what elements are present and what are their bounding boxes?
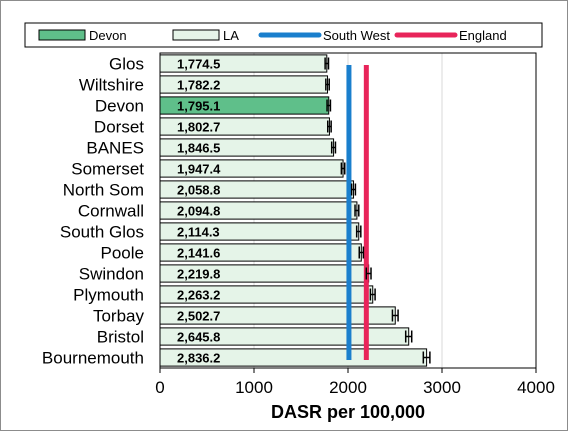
value-label-torbay: 2,502.7 [177, 309, 220, 324]
error-bar-torbay [391, 309, 399, 322]
legend-label-la: LA [223, 28, 239, 43]
reference-lines [346, 65, 369, 360]
category-label-plymouth: Plymouth [73, 286, 144, 305]
value-label-dorset: 1,802.7 [177, 120, 220, 135]
value-label-somerset: 1,947.4 [177, 162, 221, 177]
error-bar-devon [326, 99, 332, 112]
value-label-bristol: 2,645.8 [177, 330, 220, 345]
error-bar-cornwall [354, 204, 360, 217]
error-bar-north-som [350, 183, 357, 196]
category-label-cornwall: Cornwall [78, 202, 144, 221]
legend-swatch-devon [38, 29, 86, 41]
category-label-wiltshire: Wiltshire [79, 76, 144, 95]
legend-item-devon: Devon [38, 28, 127, 43]
x-tick-label-0: 0 [155, 378, 164, 397]
error-bar-wiltshire [325, 78, 330, 91]
category-label-bristol: Bristol [97, 328, 144, 347]
error-bar-glos [324, 57, 330, 70]
legend-item-england: England [394, 28, 507, 43]
x-tick-label-3000: 3000 [423, 378, 461, 397]
legend-label-england: England [459, 28, 507, 43]
category-label-somerset: Somerset [71, 160, 144, 179]
value-label-devon: 1,795.1 [177, 99, 220, 114]
value-label-cornwall: 2,094.8 [177, 204, 220, 219]
value-label-poole: 2,141.6 [177, 246, 220, 261]
x-axis-ticks: 0 1000 2000 3000 4000 [155, 368, 555, 397]
value-label-plymouth: 2,263.2 [177, 288, 220, 303]
x-tick-label-2000: 2000 [329, 378, 367, 397]
value-label-bournemouth: 2,836.2 [177, 351, 220, 366]
error-bar-banes [330, 141, 337, 154]
legend-label-devon: Devon [89, 28, 127, 43]
error-bar-dorset [327, 120, 332, 133]
value-label-glos: 1,774.5 [177, 57, 220, 72]
legend-item-la: LA [172, 28, 239, 43]
category-label-banes: BANES [86, 139, 144, 158]
error-bar-bournemouth [422, 351, 431, 364]
value-label-banes: 1,846.5 [177, 141, 220, 156]
error-bar-bristol [404, 330, 413, 343]
value-label-south-glos: 2,114.3 [177, 225, 220, 240]
legend: Devon LA South West England [24, 22, 543, 48]
category-label-bournemouth: Bournemouth [42, 349, 144, 368]
x-tick-label-4000: 4000 [517, 378, 555, 397]
error-bar-south-glos [355, 225, 362, 238]
error-bar-poole [358, 246, 365, 259]
category-label-swindon: Swindon [79, 265, 144, 284]
category-labels: Glos Wiltshire Devon Dorset BANES Somerset Nor… [42, 55, 145, 368]
category-label-south-glos: South Glos [60, 223, 144, 242]
value-label-swindon: 2,219.8 [177, 267, 220, 282]
error-bar-plymouth [369, 288, 376, 301]
error-bars [324, 57, 431, 364]
category-label-torbay: Torbay [93, 307, 145, 326]
category-label-devon: Devon [95, 97, 144, 116]
legend-item-south-west: South West [258, 28, 390, 43]
legend-swatch-la [172, 29, 220, 41]
category-label-poole: Poole [101, 244, 144, 263]
x-tick-label-1000: 1000 [235, 378, 273, 397]
category-label-glos: Glos [109, 55, 144, 74]
value-label-north-som: 2,058.8 [177, 183, 220, 198]
error-bar-somerset [340, 162, 346, 175]
legend-label-south-west: South West [323, 28, 390, 43]
value-labels: 1,774.5 1,782.2 1,795.1 1,802.7 1,846.5 1,947… [177, 57, 221, 366]
category-label-north-som: North Som [63, 181, 144, 200]
category-label-dorset: Dorset [94, 118, 144, 137]
x-axis-label: DASR per 100,000 [271, 402, 425, 422]
value-label-wiltshire: 1,782.2 [177, 78, 220, 93]
error-bar-swindon [365, 267, 372, 280]
